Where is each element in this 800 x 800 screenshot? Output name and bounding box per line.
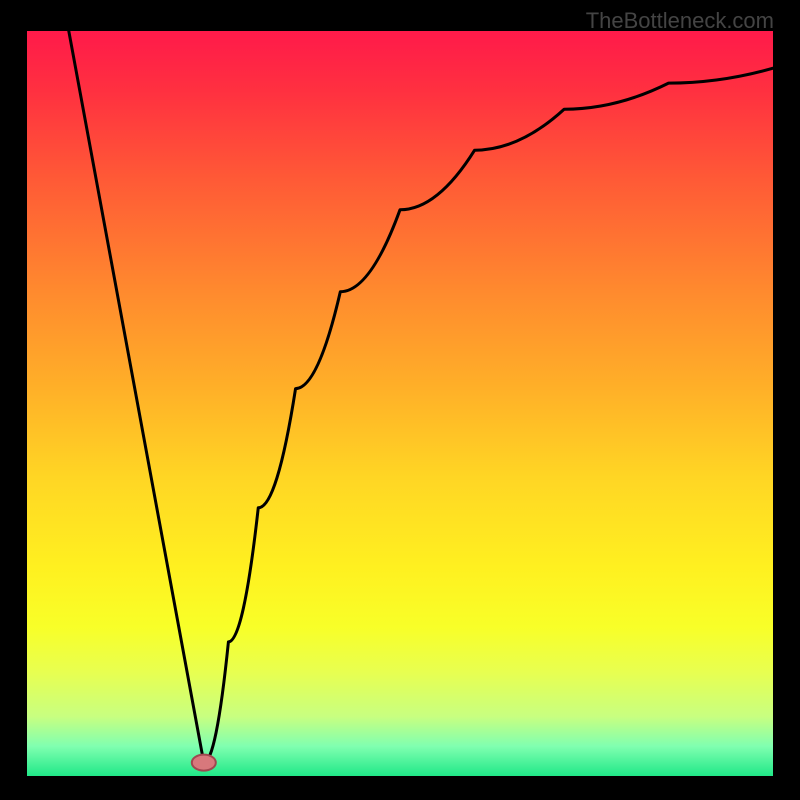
bottleneck-curve-path (69, 31, 773, 763)
plot-area (27, 31, 773, 776)
watermark-text: TheBottleneck.com (586, 8, 774, 34)
chart-container: TheBottleneck.com (0, 0, 800, 800)
bottleneck-curve-svg (27, 31, 773, 776)
minimum-marker (192, 755, 216, 771)
